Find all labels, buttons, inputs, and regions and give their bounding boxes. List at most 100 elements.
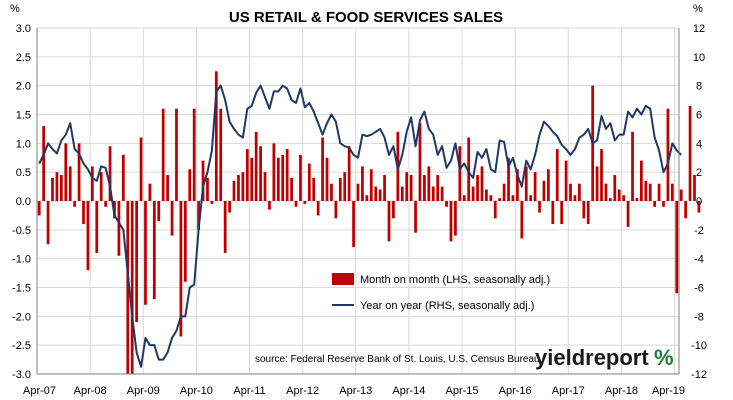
mom-bar [595,166,599,201]
mom-bar [135,201,138,323]
mom-bar [608,198,612,201]
mom-bar [542,180,546,201]
mom-bar [237,175,240,201]
x-tick-label: Apr-08 [74,385,107,397]
right-tick-label: 2 [696,167,702,179]
mom-bar [330,183,333,201]
mom-bar [321,137,324,201]
right-tick-label: 12 [693,23,705,35]
mom-bar [64,143,68,201]
mom-bar [679,189,683,201]
mom-bar [175,108,178,201]
mom-bar [334,201,338,219]
mom-bar [462,195,466,201]
mom-bar [400,186,404,201]
right-tick-label: -4 [694,254,704,266]
mom-bar [693,175,696,201]
mom-bar [268,201,271,210]
mom-bar [414,201,417,233]
mom-bar [418,123,422,201]
x-tick-label: Apr-17 [552,385,585,397]
mom-bar [653,201,657,207]
brand-name: yieldreport [535,345,649,370]
mom-bar [670,183,674,201]
mom-bar [471,186,475,201]
mom-bar [560,201,564,225]
mom-bar [73,201,77,207]
mom-bar [436,175,440,201]
mom-bar [223,201,227,253]
mom-bar [77,143,81,201]
mom-bar [108,146,112,201]
mom-bar [219,108,223,201]
mom-bar [228,201,231,213]
mom-bar [197,201,200,230]
legend-label-mom: Month on month (LHS, seasonally adj.) [360,274,550,286]
mom-bar [644,180,648,201]
mom-bar [449,201,453,242]
mom-bar [179,201,183,337]
right-tick-label: 8 [696,81,702,93]
mom-bar [604,183,608,201]
mom-bar [409,175,413,201]
mom-bar [338,177,342,201]
mom-bar [489,195,493,201]
mom-bar [639,160,643,201]
mom-bar [214,71,218,201]
mom-bar [520,201,524,239]
mom-bar [569,183,572,201]
mom-bars [37,71,701,374]
mom-bar [51,177,54,201]
mom-bar [90,166,94,201]
legend-swatch-mom [332,273,354,285]
left-tick-label: -2.0 [12,311,31,323]
mom-bar [343,172,347,201]
mom-bar [352,201,355,248]
mom-bar [272,143,276,201]
mom-bar [285,149,289,201]
mom-bar [405,172,409,201]
mom-bar [170,201,174,236]
mom-bar [626,201,630,227]
mom-bar [99,172,103,201]
mom-bar [662,201,665,207]
mom-bar [445,201,448,207]
x-tick-label: Apr-07 [23,385,56,397]
mom-bar [387,201,391,242]
mom-bar [307,163,311,201]
mom-bar [547,169,550,201]
mom-bar [431,186,435,201]
mom-bar [347,146,351,201]
mom-bar [183,201,187,282]
mom-bar [582,201,586,219]
mom-bar [586,201,590,225]
mom-bar [502,183,506,201]
mom-bar [427,166,431,201]
axes [36,28,680,375]
x-tick-label: Apr-12 [286,385,319,397]
right-tick-label: 0 [696,196,702,208]
mom-bar [166,175,169,201]
mom-bar [369,169,373,201]
mom-bar [493,201,497,219]
mom-bar [524,166,528,201]
mom-bar [86,201,90,271]
mom-bar [276,157,280,201]
mom-bar [82,201,85,225]
mom-bar [188,169,192,201]
right-tick-label: 6 [696,110,702,122]
mom-bar [529,195,533,201]
mom-bar [555,149,559,201]
mom-bar [201,160,205,201]
mom-bar [498,198,502,201]
left-axis-ticks: 3.0 2.5 2.0 1.5 1.0 0.5 0.0 -0.5 -1.0 -1.5 -2.0 -2.… [12,23,31,381]
left-tick-label: 2.0 [16,81,31,93]
right-tick-label: -2 [694,225,704,237]
mom-bar [210,201,214,204]
right-tick-label: 10 [693,52,705,64]
x-tick-label: Apr-16 [499,385,532,397]
mom-bar [325,157,329,201]
source-note: source: Federal Reserve Bank of St. Loui… [255,354,540,365]
x-tick-label: Apr-19 [652,385,685,397]
